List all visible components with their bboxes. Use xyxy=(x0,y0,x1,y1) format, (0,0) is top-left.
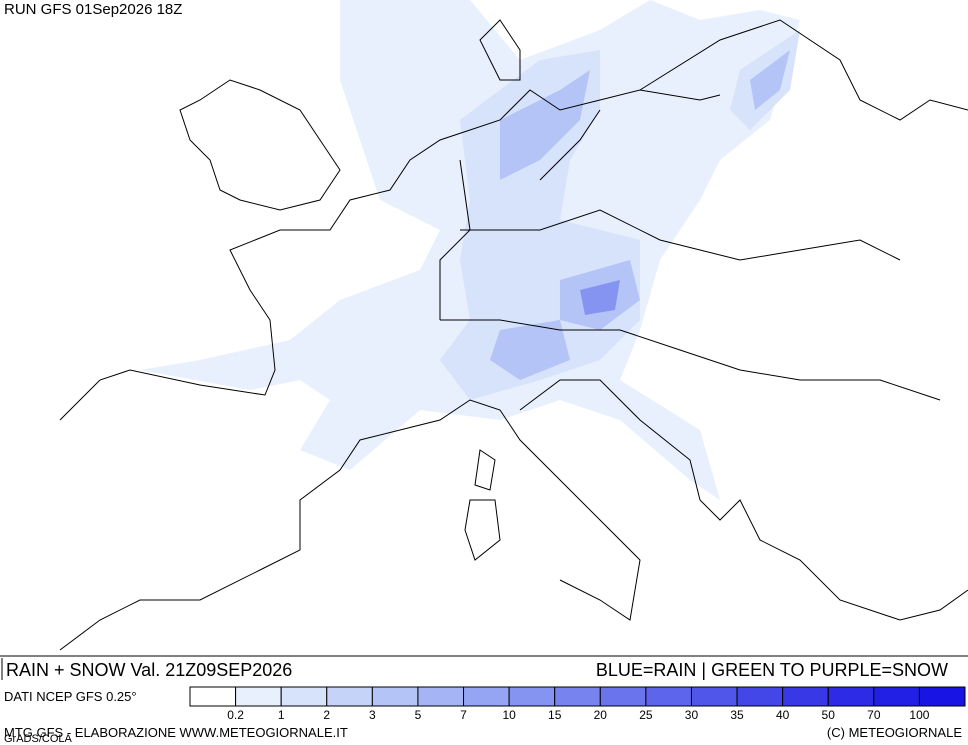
colorbar-label: 10 xyxy=(502,708,516,722)
coastline xyxy=(59,89,721,421)
colorbar-label: 50 xyxy=(822,708,836,722)
colorbar-label: 0.2 xyxy=(227,708,244,722)
colorbar-swatch xyxy=(508,686,556,707)
rain-area xyxy=(580,280,620,315)
coastline xyxy=(179,79,341,211)
colorbar-swatch xyxy=(417,686,465,707)
colorbar-label: 3 xyxy=(369,708,376,722)
coastlines xyxy=(59,19,968,651)
colorbar-label: 20 xyxy=(594,708,608,722)
colorbar-swatch xyxy=(463,686,510,707)
colorbar-swatch xyxy=(371,686,419,707)
footer-left: MTG GFS - ELABORAZIONE WWW.METEOGIORNALE… xyxy=(4,725,348,740)
colorbar-swatch xyxy=(827,686,875,707)
colorbar-label: 7 xyxy=(460,708,467,722)
rain-area xyxy=(500,70,590,180)
colorbar-label: 25 xyxy=(639,708,653,722)
colorbar-swatch xyxy=(189,686,237,707)
colorbar-label: 35 xyxy=(730,708,744,722)
colorbar: 0.2 1 2 3 5 7 10 15 20 25 30 35 40 50 70 100 xyxy=(189,686,966,722)
colorbar-swatch xyxy=(645,686,692,707)
colorbar-swatch xyxy=(235,686,282,707)
precipitation xyxy=(140,0,800,500)
colorbar-label: 2 xyxy=(323,708,330,722)
colorbar-swatch xyxy=(782,686,829,707)
colorbar-label: 15 xyxy=(548,708,562,722)
rain-area xyxy=(490,320,570,380)
border xyxy=(439,109,601,320)
border xyxy=(460,209,901,261)
coastline xyxy=(519,379,968,621)
colorbar-swatch xyxy=(599,686,647,707)
colorbar-label: 1 xyxy=(278,708,285,722)
coastline xyxy=(59,399,641,651)
colorbar-swatch xyxy=(690,686,738,707)
colorbar-label: 40 xyxy=(776,708,790,722)
colorbar-swatch xyxy=(873,686,920,707)
caption-left: RAIN + SNOW Val. 21Z09SEP2026 xyxy=(6,660,292,680)
footer-credit: GrADS/COLA xyxy=(4,733,73,745)
colorbar-label: 5 xyxy=(415,708,422,722)
coastline xyxy=(464,449,501,561)
legend-source: DATI NCEP GFS 0.25° xyxy=(4,689,137,704)
colorbar-swatch xyxy=(280,686,328,707)
map: RUN GFS 01Sep2026 18Z xyxy=(4,0,968,651)
colorbar-swatch xyxy=(326,686,373,707)
colorbar-label: 70 xyxy=(867,708,881,722)
border xyxy=(440,319,941,401)
caption-right: BLUE=RAIN | GREEN TO PURPLE=SNOW xyxy=(596,660,948,680)
rain-area xyxy=(750,50,790,110)
footer-right: (C) METEOGIORNALE xyxy=(827,725,962,740)
border xyxy=(639,19,968,121)
colorbar-label: 100 xyxy=(909,708,929,722)
colorbar-swatch xyxy=(736,686,784,707)
colorbar-swatch xyxy=(554,686,601,707)
coastline xyxy=(479,19,521,81)
run-label: RUN GFS 01Sep2026 18Z xyxy=(4,1,182,18)
colorbar-swatch xyxy=(918,686,966,707)
colorbar-label: 30 xyxy=(685,708,699,722)
